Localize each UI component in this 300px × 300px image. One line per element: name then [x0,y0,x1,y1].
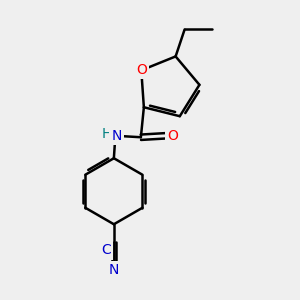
Text: H: H [101,127,112,141]
Text: O: O [136,63,147,77]
Text: O: O [167,129,178,143]
Text: N: N [111,129,122,143]
Text: C: C [101,244,111,257]
Text: N: N [109,263,119,277]
